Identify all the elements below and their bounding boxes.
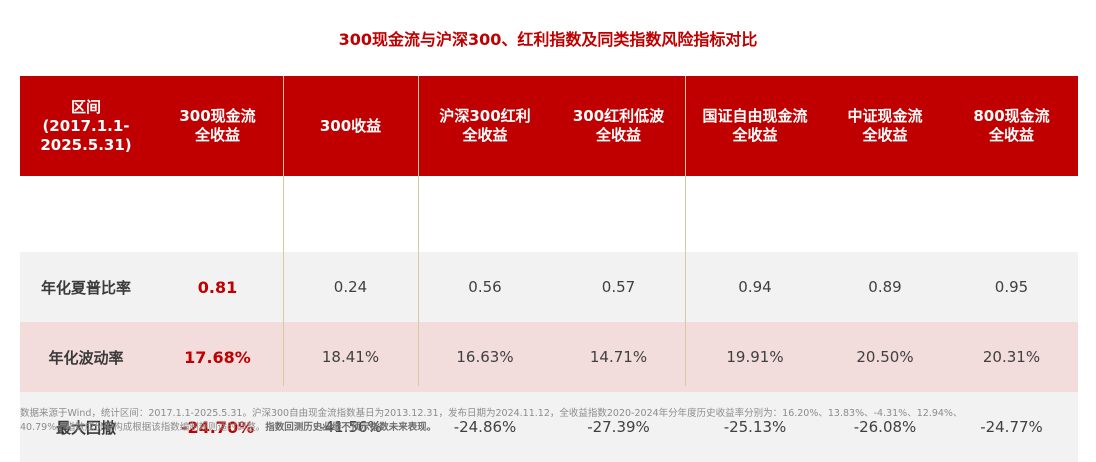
header-hs300-dividend-line1: 沪深300红利 <box>439 107 531 125</box>
header-guozheng-free-cashflow-line1: 国证自由现金流 <box>702 107 808 125</box>
row-value: 16.63% <box>456 348 514 366</box>
row-value: -41.56% <box>319 418 382 436</box>
row-value: -26.08% <box>853 418 917 436</box>
header-csi-cashflow: 中证现金流 全收益 <box>825 76 945 176</box>
header-800-cashflow-line2: 全收益 <box>988 126 1034 144</box>
header-period-end: 2025.5.31) <box>40 135 132 154</box>
row-label: 年化夏普比率 <box>40 278 131 297</box>
footnote-disclaimer: 指数回测历史业绩不预示指数未来表现。 <box>265 422 437 433</box>
row-value: 0.56 <box>468 278 502 296</box>
table-row: 年化波动率 17.68% 18.41% 16.63% 14.71% 19.91%… <box>20 322 1078 392</box>
column-divider <box>283 76 284 386</box>
header-guozheng-free-cashflow-line2: 全收益 <box>732 126 778 144</box>
row-value: -24.77% <box>980 418 1043 436</box>
header-300-return: 300收益 <box>283 76 418 176</box>
header-800-cashflow: 800现金流 全收益 <box>945 76 1078 176</box>
header-period-start: (2017.1.1- <box>42 116 130 135</box>
row-value: 20.50% <box>856 348 914 366</box>
header-period-label: 区间 <box>70 97 101 116</box>
header-300-cashflow-line2: 全收益 <box>194 126 240 144</box>
header-300-cashflow: 300现金流 全收益 <box>152 76 283 176</box>
page-title: 300现金流与沪深300、红利指数及同类指数风险指标对比 <box>338 30 758 49</box>
header-csi-cashflow-line1: 中证现金流 <box>847 107 923 125</box>
row-label: 最大回撤 <box>55 418 116 437</box>
footnote-line2-text: 40.79%。指数成份股构成根据该指数编制规则适时调整。 <box>20 422 266 433</box>
row-value: 0.95 <box>994 278 1029 296</box>
table-row: 年化夏普比率 0.81 0.24 0.56 0.57 0.94 0.89 0.9… <box>20 252 1078 322</box>
row-value: 19.91% <box>726 348 784 366</box>
column-divider <box>685 76 686 386</box>
footnote-line1: 数据来源于Wind，统计区间：2017.1.1-2025.5.31。沪深300自… <box>20 408 963 419</box>
row-value: -27.39% <box>587 418 650 436</box>
column-divider <box>418 76 419 386</box>
header-300-return-line1: 300收益 <box>319 116 382 135</box>
header-800-cashflow-line1: 800现金流 <box>973 107 1050 125</box>
header-period: 区间 (2017.1.1- 2025.5.31) <box>20 76 152 176</box>
header-csi-cashflow-line2: 全收益 <box>862 126 908 144</box>
footnote-line2: 40.79%。指数成份股构成根据该指数编制规则适时调整。指数回测历史业绩不预示指… <box>20 421 1082 435</box>
row-label: 年化波动率 <box>48 348 124 367</box>
row-value-highlight: -24.70% <box>180 417 255 437</box>
row-value-highlight: 17.68% <box>184 347 251 367</box>
header-hs300-dividend: 沪深300红利 全收益 <box>418 76 552 176</box>
row-value: 20.31% <box>982 348 1041 366</box>
header-300-dividend-lowvol-line2: 全收益 <box>595 126 641 144</box>
header-300-dividend-lowvol-line1: 300红利低波 <box>572 107 665 125</box>
row-value: -24.86% <box>453 418 517 436</box>
footnote: 数据来源于Wind，统计区间：2017.1.1-2025.5.31。沪深300自… <box>20 407 1082 435</box>
header-hs300-dividend-line2: 全收益 <box>462 126 508 144</box>
row-value: 18.41% <box>321 348 380 366</box>
row-value: 0.94 <box>738 278 772 296</box>
row-value: 0.89 <box>868 278 902 296</box>
header-300-dividend-lowvol: 300红利低波 全收益 <box>552 76 685 176</box>
header-guozheng-free-cashflow: 国证自由现金流 全收益 <box>685 76 825 176</box>
table-row: 最大回撤 -24.70% -41.56% -24.86% -27.39% -25… <box>20 392 1078 462</box>
row-value: -25.13% <box>723 418 787 436</box>
table-header: 区间 (2017.1.1- 2025.5.31) 300现金流 全收益 300收益… <box>20 76 1078 176</box>
row-value-highlight: 0.81 <box>197 277 238 297</box>
header-300-cashflow-line1: 300现金流 <box>179 107 256 125</box>
row-value: 14.71% <box>589 348 648 366</box>
row-value: 0.24 <box>333 278 368 296</box>
row-value: 0.57 <box>601 278 636 296</box>
